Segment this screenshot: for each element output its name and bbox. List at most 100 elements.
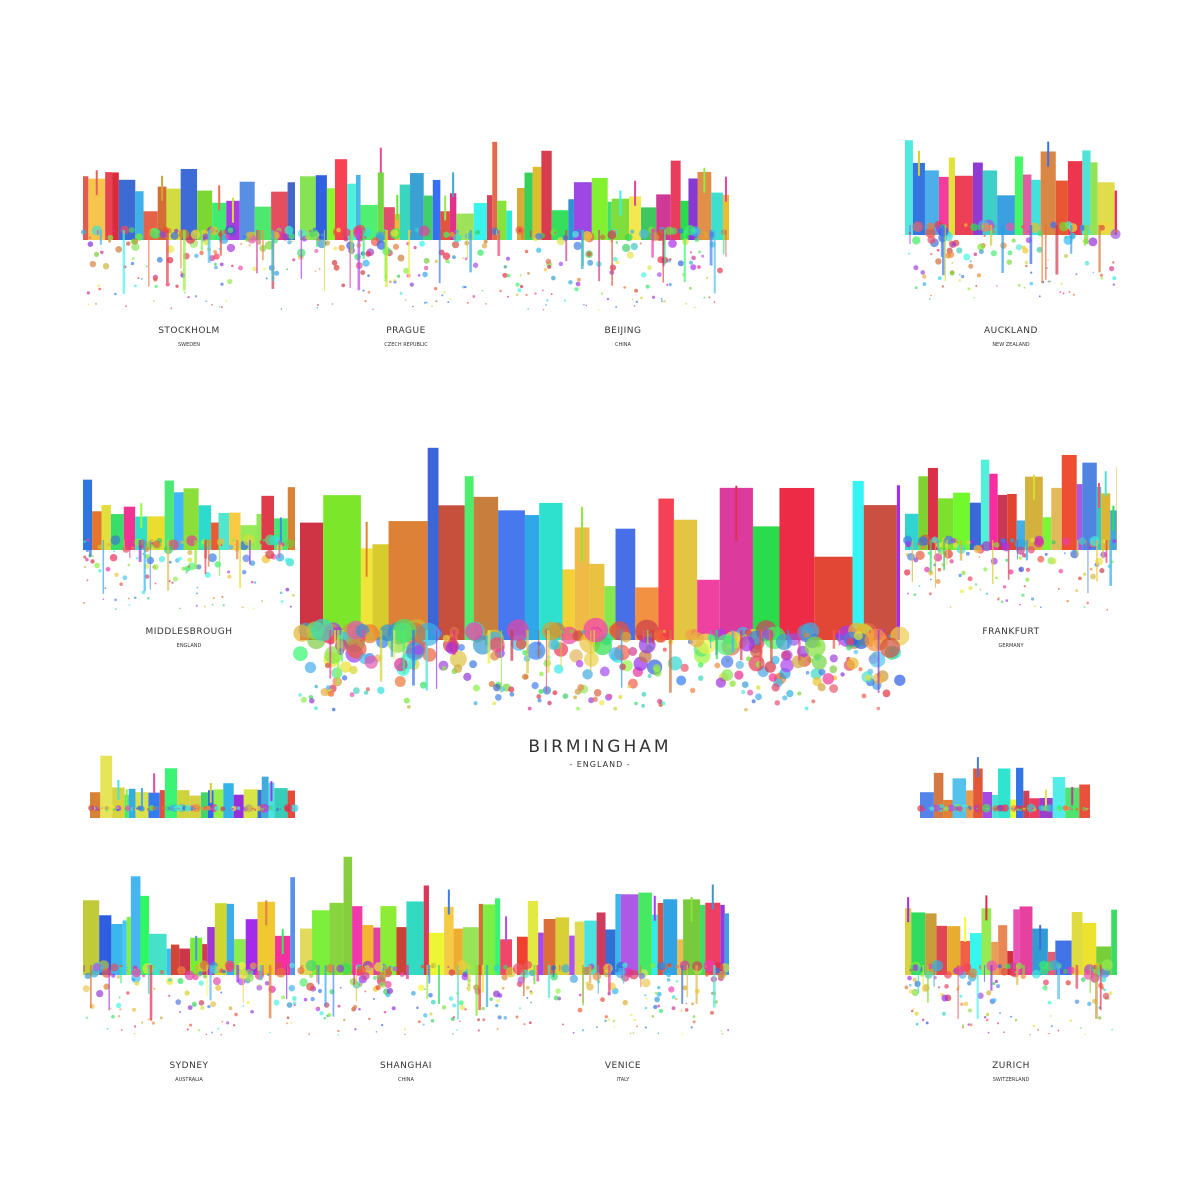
paint-splash	[575, 659, 584, 668]
paint-splash	[309, 973, 314, 978]
paint-splash	[1089, 567, 1093, 571]
skyline	[917, 757, 1090, 818]
paint-drip	[1093, 965, 1097, 970]
paint-splash	[1059, 291, 1062, 293]
paint-splash	[976, 273, 982, 278]
paint-drip	[402, 630, 406, 674]
paint-drip	[349, 230, 351, 288]
paint-splash	[1029, 281, 1034, 286]
paint-splash	[636, 1025, 639, 1028]
building	[166, 188, 181, 240]
paint-splash	[1084, 260, 1090, 266]
paint-drip	[640, 965, 642, 988]
paint-splash	[912, 1008, 915, 1011]
paint-splash	[573, 241, 582, 251]
paint-drip	[1045, 225, 1047, 280]
paint-splash	[101, 968, 112, 978]
paint-splash	[198, 807, 201, 810]
paint-splash	[85, 1016, 89, 1019]
paint-drip	[1023, 808, 1025, 810]
paint-splash	[908, 989, 913, 994]
paint-splash	[252, 607, 255, 610]
paint-drip	[580, 230, 584, 269]
paint-splash	[969, 807, 972, 810]
paint-drip	[286, 965, 289, 975]
paint-splash	[399, 972, 405, 977]
paint-splash	[999, 1012, 1001, 1015]
paint-splash	[969, 260, 972, 263]
paint-splash	[622, 962, 628, 968]
paint-drip	[529, 230, 532, 238]
paint-splash	[1066, 966, 1075, 975]
building	[555, 917, 570, 975]
paint-splash	[107, 234, 114, 241]
paint-splash	[666, 978, 671, 982]
paint-splash	[786, 689, 794, 698]
paint-splash	[679, 960, 690, 971]
paint-splash	[338, 244, 345, 252]
paint-splash	[365, 251, 372, 257]
building	[83, 479, 93, 550]
paint-splash	[87, 303, 90, 306]
paint-splash	[286, 1022, 289, 1025]
paint-splash	[911, 964, 919, 972]
building	[287, 487, 295, 550]
building	[483, 904, 496, 975]
paint-splash	[118, 996, 121, 999]
paint-splash	[128, 603, 131, 606]
paint-splash	[212, 597, 215, 600]
building	[214, 903, 227, 975]
paint-splash	[587, 259, 594, 266]
paint-splash	[1057, 588, 1060, 591]
paint-splash	[715, 677, 726, 688]
paint-drip	[944, 225, 946, 282]
paint-splash	[974, 583, 978, 586]
paint-splash	[952, 542, 958, 548]
paint-splash	[829, 654, 838, 663]
paint-splash	[545, 304, 547, 306]
paint-splash	[746, 656, 751, 662]
paint-splash	[172, 576, 179, 582]
paint-splash	[545, 258, 552, 265]
paint-splash	[1060, 282, 1063, 285]
building	[239, 181, 255, 240]
paint-splash	[472, 295, 476, 298]
city-name: SYDNEY	[169, 1061, 208, 1071]
paint-splash	[213, 250, 218, 254]
building	[312, 910, 330, 975]
building	[933, 772, 944, 818]
building	[105, 172, 113, 240]
paint-splash	[1015, 244, 1023, 251]
paint-splash	[583, 303, 585, 306]
paint-drip	[102, 808, 105, 810]
building	[287, 790, 295, 818]
paint-splash	[967, 1008, 972, 1013]
paint-splash	[422, 1023, 425, 1026]
country-name: CHINA	[615, 342, 631, 348]
paint-drip	[219, 230, 222, 256]
paint-splash	[909, 983, 912, 987]
paint-splash	[967, 981, 972, 986]
paint-splash	[651, 1014, 655, 1018]
paint-splash	[704, 965, 707, 968]
paint-splash	[958, 273, 961, 276]
paint-splash	[226, 1021, 230, 1025]
paint-drip	[153, 808, 155, 809]
paint-splash	[515, 638, 527, 650]
paint-splash	[285, 539, 295, 548]
paint-splash	[572, 230, 579, 238]
country-name: NEW ZEALAND	[992, 342, 1029, 348]
paint-splash	[555, 988, 561, 994]
paint-splash	[931, 536, 939, 544]
paint-splash	[804, 636, 826, 658]
paint-splash	[317, 988, 323, 994]
paint-splash	[331, 667, 343, 679]
paint-splash	[552, 690, 558, 696]
paint-splash	[817, 683, 826, 692]
paint-drip	[662, 230, 664, 283]
building	[380, 906, 397, 975]
paint-drip	[148, 808, 150, 810]
paint-drip	[990, 965, 993, 991]
paint-splash	[165, 282, 170, 287]
paint-splash	[1047, 259, 1049, 261]
